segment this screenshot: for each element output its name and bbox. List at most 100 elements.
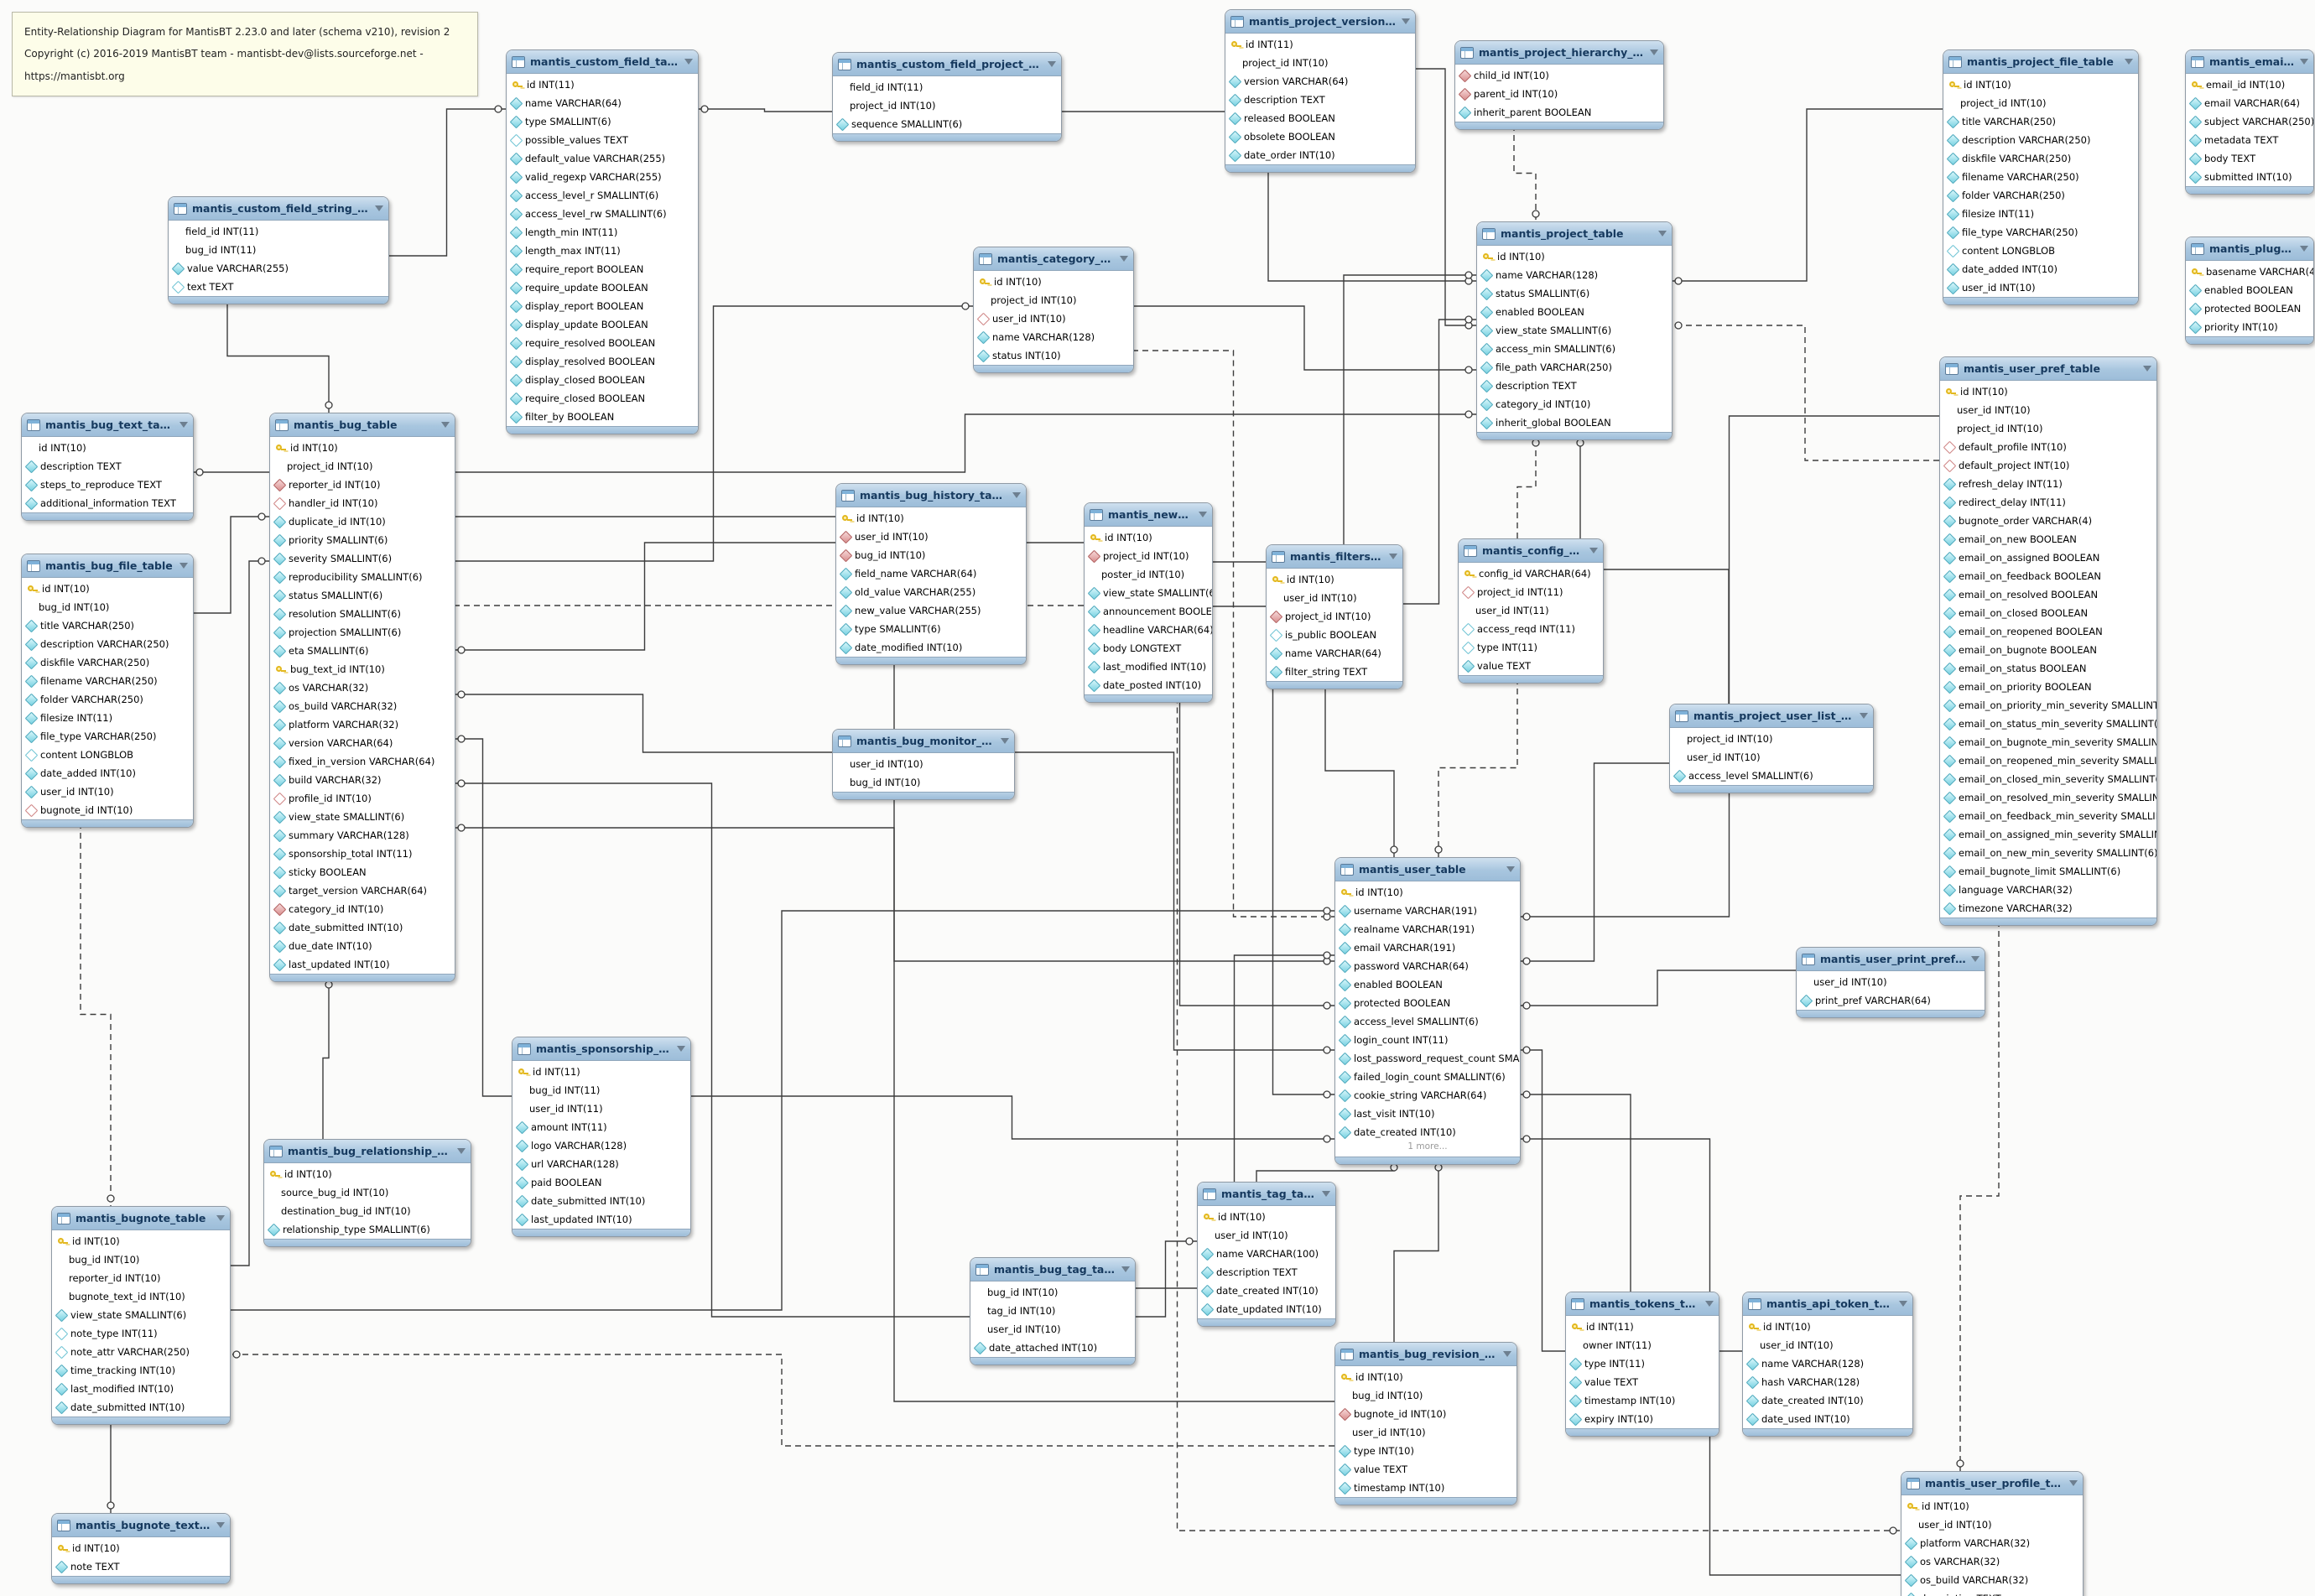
table-header[interactable]: mantis_filters_table [1267, 545, 1402, 569]
collapse-arrow-icon[interactable] [1048, 61, 1056, 67]
collapse-arrow-icon[interactable] [2300, 59, 2308, 65]
table-header[interactable]: mantis_user_pref_table [1940, 357, 2156, 381]
table-mantis_bug_history_table[interactable]: mantis_bug_history_table id INT(10) user_i… [835, 483, 1027, 665]
table-header[interactable]: mantis_bugnote_table [52, 1207, 230, 1230]
table-header[interactable]: mantis_tokens_table [1566, 1292, 1719, 1316]
collapse-arrow-icon[interactable] [2143, 366, 2151, 372]
table-mantis_project_file_table[interactable]: mantis_project_file_table id INT(10) proje… [1943, 49, 2139, 305]
table-header[interactable]: mantis_project_user_list_table [1670, 704, 1873, 728]
table-header[interactable]: mantis_bug_revision_table [1335, 1343, 1516, 1366]
collapse-arrow-icon[interactable] [1589, 548, 1598, 554]
table-mantis_tokens_table[interactable]: mantis_tokens_table id INT(11) owner INT(1… [1565, 1292, 1719, 1437]
table-header[interactable]: mantis_category_table [974, 247, 1133, 271]
table-header[interactable]: mantis_project_file_table [1943, 50, 2138, 74]
field-row: require_report BOOLEAN [507, 260, 698, 278]
table-header[interactable]: mantis_tag_table [1198, 1183, 1335, 1206]
table-mantis_bug_relationship_table[interactable]: mantis_bug_relationship_table id INT(10) s… [263, 1139, 471, 1247]
table-header[interactable]: mantis_project_version_table [1225, 10, 1415, 34]
table-title: mantis_sponsorship_table [536, 1042, 672, 1055]
table-mantis_user_profile_table[interactable]: mantis_user_profile_table id INT(10) user_… [1901, 1471, 2084, 1596]
collapse-arrow-icon[interactable] [684, 59, 693, 65]
table-header[interactable]: mantis_project_hierarchy_table [1455, 41, 1663, 65]
collapse-arrow-icon[interactable] [1503, 1351, 1511, 1357]
table-header[interactable]: mantis_bug_table [270, 413, 455, 437]
more-fields-indicator[interactable]: 1 more... [1407, 1141, 1448, 1152]
table-header[interactable]: mantis_custom_field_string_table [169, 197, 388, 221]
table-mantis_bugnote_text_t...[interactable]: mantis_bugnote_text_t... id INT(10) note T… [51, 1513, 231, 1584]
collapse-arrow-icon[interactable] [1899, 1301, 1907, 1307]
table-header[interactable]: mantis_user_profile_table [1901, 1472, 2083, 1495]
collapse-arrow-icon[interactable] [216, 1522, 225, 1528]
table-mantis_bug_text_table[interactable]: mantis_bug_text_table id INT(10) descripti… [21, 413, 194, 521]
table-mantis_project_user_list_table[interactable]: mantis_project_user_list_table project_id… [1669, 704, 1874, 793]
collapse-arrow-icon[interactable] [216, 1215, 225, 1221]
table-mantis_custom_field_table[interactable]: mantis_custom_field_table id INT(11) name … [506, 49, 699, 434]
collapse-arrow-icon[interactable] [441, 422, 450, 428]
table-mantis_config_table[interactable]: mantis_config_table config_id VARCHAR(64)… [1458, 538, 1604, 684]
table-mantis_user_table[interactable]: mantis_user_table id INT(10) username VARC… [1334, 857, 1521, 1165]
collapse-arrow-icon[interactable] [1001, 738, 1009, 744]
collapse-arrow-icon[interactable] [1506, 866, 1515, 872]
table-header[interactable]: mantis_project_table [1477, 222, 1672, 246]
table-mantis_email_table[interactable]: mantis_email_table email_id INT(10) email … [2185, 49, 2314, 195]
table-header[interactable]: mantis_user_table [1335, 858, 1520, 881]
collapse-arrow-icon[interactable] [1860, 713, 1868, 719]
table-header[interactable]: mantis_bugnote_text_t... [52, 1514, 230, 1537]
table-mantis_user_print_pref_table[interactable]: mantis_user_print_pref_table user_id INT(… [1796, 947, 1985, 1018]
table-mantis_user_pref_table[interactable]: mantis_user_pref_table id INT(10) user_id … [1939, 356, 2157, 926]
table-header[interactable]: mantis_bug_history_table [836, 484, 1026, 507]
table-mantis_api_token_table[interactable]: mantis_api_token_table id INT(10) user_id … [1742, 1292, 1913, 1437]
table-mantis_bug_monitor_table[interactable]: mantis_bug_monitor_table user_id INT(10) b… [832, 729, 1015, 800]
table-mantis_bug_table[interactable]: mantis_bug_table id INT(10) project_id INT… [269, 413, 455, 982]
collapse-arrow-icon[interactable] [1389, 554, 1397, 559]
collapse-arrow-icon[interactable] [677, 1046, 685, 1052]
table-mantis_bug_tag_table[interactable]: mantis_bug_tag_table bug_id INT(10) tag_id… [970, 1257, 1136, 1365]
table-mantis_bug_file_table[interactable]: mantis_bug_file_table id INT(10) bug_id IN… [21, 554, 194, 828]
table-mantis_custom_field_string_table[interactable]: mantis_custom_field_string_table field_id… [168, 196, 389, 304]
collapse-arrow-icon[interactable] [179, 422, 188, 428]
collapse-arrow-icon[interactable] [375, 205, 383, 211]
table-header[interactable]: mantis_bug_relationship_table [264, 1140, 471, 1163]
table-mantis_custom_field_project_table[interactable]: mantis_custom_field_project_table field_i… [832, 52, 1062, 142]
collapse-arrow-icon[interactable] [1971, 956, 1979, 962]
table-header[interactable]: mantis_config_table [1459, 539, 1603, 563]
table-header[interactable]: mantis_bug_tag_table [970, 1258, 1135, 1281]
collapse-arrow-icon[interactable] [1705, 1301, 1714, 1307]
collapse-arrow-icon[interactable] [1120, 256, 1128, 262]
collapse-arrow-icon[interactable] [2069, 1480, 2078, 1486]
table-header[interactable]: mantis_bug_text_table [22, 413, 193, 437]
table-header[interactable]: mantis_api_token_table [1743, 1292, 1912, 1316]
table-header[interactable]: mantis_user_print_pref_table [1797, 948, 1985, 971]
collapse-arrow-icon[interactable] [1658, 231, 1667, 237]
collapse-arrow-icon[interactable] [179, 563, 188, 569]
collapse-arrow-icon[interactable] [1012, 492, 1021, 498]
collapse-arrow-icon[interactable] [1199, 512, 1207, 517]
table-mantis_project_table[interactable]: mantis_project_table id INT(10) name VARCH… [1476, 221, 1673, 440]
table-mantis_tag_table[interactable]: mantis_tag_table id INT(10) user_id INT(10… [1197, 1182, 1336, 1327]
collapse-arrow-icon[interactable] [1402, 18, 1410, 24]
collapse-arrow-icon[interactable] [1650, 49, 1658, 55]
table-header[interactable]: mantis_bug_file_table [22, 554, 193, 578]
table-mantis_bugnote_table[interactable]: mantis_bugnote_table id INT(10) bug_id INT… [51, 1206, 231, 1425]
table-mantis_plugin_table[interactable]: mantis_plugin_table basename VARCHAR(40) e… [2185, 237, 2314, 345]
table-mantis_project_hierarchy_table[interactable]: mantis_project_hierarchy_table child_id I… [1454, 40, 1664, 130]
table-header[interactable]: mantis_custom_field_table [507, 50, 698, 74]
collapse-arrow-icon[interactable] [2300, 246, 2308, 252]
table-header[interactable]: mantis_news_table [1085, 503, 1212, 527]
table-header[interactable]: mantis_sponsorship_table [512, 1037, 690, 1061]
field-row: reporter_id INT(10) [52, 1269, 230, 1287]
table-header[interactable]: mantis_email_table [2186, 50, 2313, 74]
collapse-arrow-icon[interactable] [2125, 59, 2133, 65]
collapse-arrow-icon[interactable] [1121, 1266, 1130, 1272]
table-header[interactable]: mantis_bug_monitor_table [833, 730, 1014, 753]
table-header[interactable]: mantis_custom_field_project_table [833, 53, 1061, 76]
collapse-arrow-icon[interactable] [457, 1148, 466, 1154]
table-header[interactable]: mantis_plugin_table [2186, 237, 2313, 261]
collapse-arrow-icon[interactable] [1322, 1191, 1330, 1197]
